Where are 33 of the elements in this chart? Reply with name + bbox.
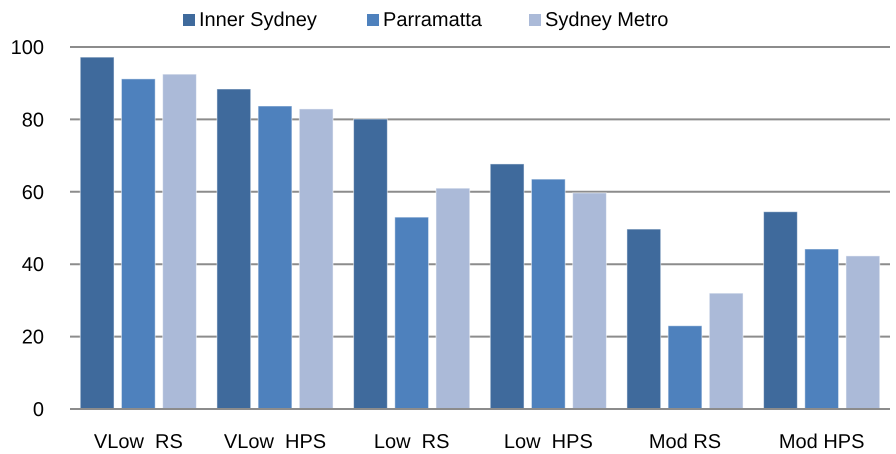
x-tick-label: Low RS	[374, 431, 450, 453]
bar	[845, 255, 880, 410]
x-tick-label: Mod HPS	[778, 431, 864, 453]
x-tick-label: VLow HPS	[224, 431, 326, 453]
legend-label: Sydney Metro	[545, 9, 668, 31]
bar	[120, 78, 156, 410]
bar	[668, 325, 702, 410]
bar	[490, 163, 525, 410]
x-tick-label: Low HPS	[504, 431, 593, 453]
bar	[572, 192, 607, 410]
bar	[162, 74, 197, 410]
legend-label: Parramatta	[383, 9, 483, 31]
bar	[216, 88, 252, 410]
bar	[394, 216, 430, 410]
y-tick-label: 60	[22, 182, 44, 204]
y-tick-label: 40	[22, 254, 44, 276]
bar	[708, 292, 744, 410]
bar	[353, 118, 388, 410]
x-tick-label: VLow RS	[94, 431, 183, 453]
bar	[763, 211, 798, 410]
bar	[435, 188, 470, 410]
bar	[530, 178, 566, 410]
bar	[258, 106, 292, 410]
bar	[298, 108, 334, 410]
y-tick-label: 100	[10, 37, 44, 59]
y-tick-label: 0	[32, 399, 44, 421]
bar	[804, 248, 840, 410]
y-tick-label: 20	[22, 326, 44, 349]
x-tick-label: Mod RS	[648, 431, 722, 453]
legend-label: Inner Sydney	[199, 9, 317, 31]
bar	[626, 228, 662, 410]
bar	[80, 56, 115, 410]
y-tick-label: 80	[22, 109, 44, 132]
